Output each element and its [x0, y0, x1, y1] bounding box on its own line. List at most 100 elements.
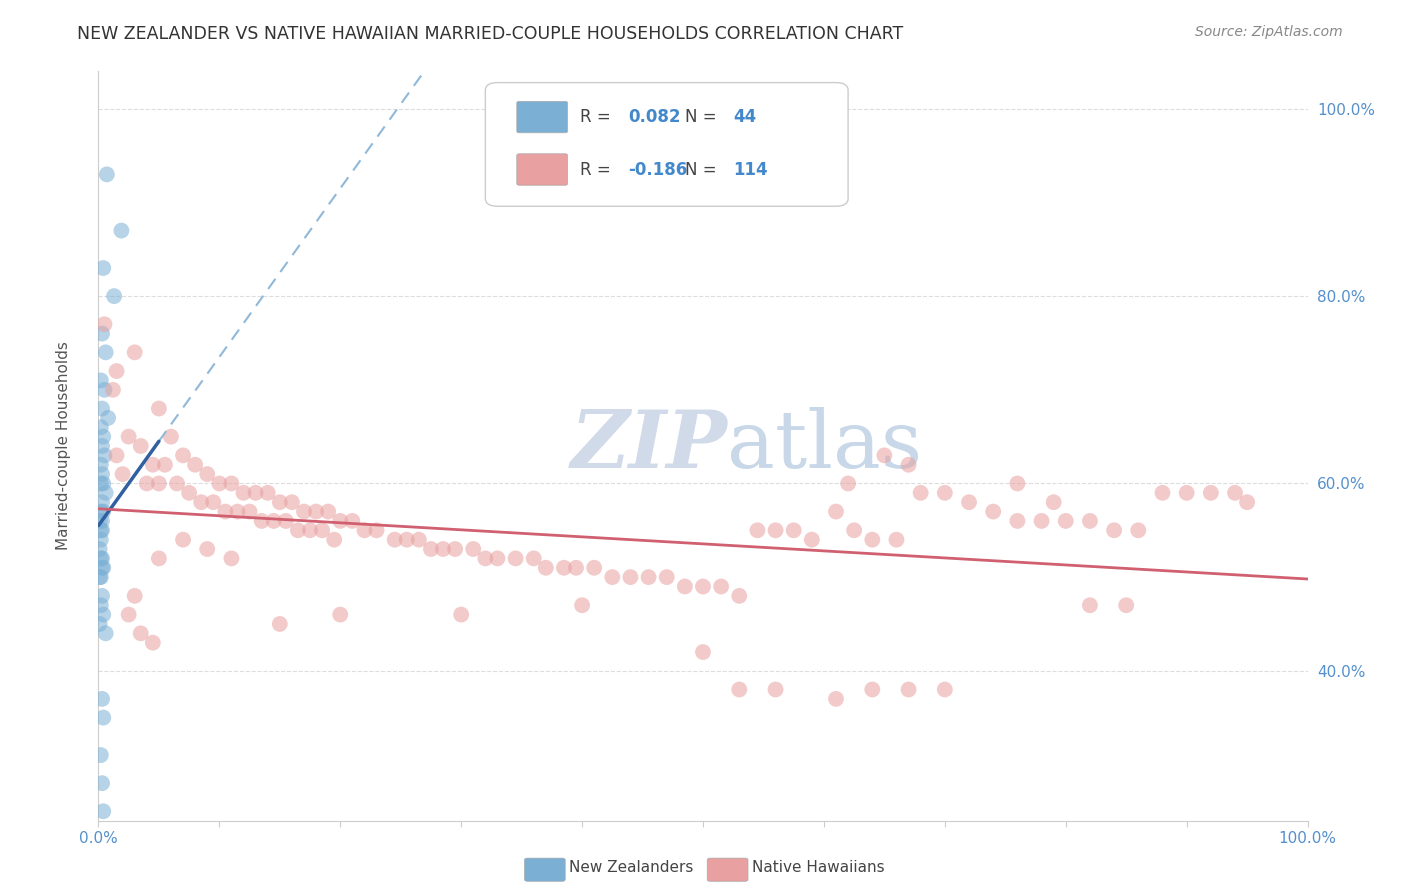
Point — [1054, 514, 1077, 528]
Point — [765, 682, 787, 697]
Point — [934, 486, 956, 500]
FancyBboxPatch shape — [517, 102, 568, 133]
FancyBboxPatch shape — [485, 83, 848, 206]
Point — [565, 561, 588, 575]
Point — [800, 533, 823, 547]
Point — [860, 533, 883, 547]
Point — [91, 523, 114, 537]
Point — [172, 533, 194, 547]
Point — [825, 505, 848, 519]
Point — [1102, 523, 1125, 537]
Point — [91, 326, 114, 341]
Point — [505, 551, 527, 566]
Point — [91, 607, 114, 622]
Point — [89, 570, 111, 584]
Point — [89, 542, 111, 557]
Point — [91, 401, 114, 416]
Text: atlas: atlas — [727, 407, 922, 485]
Point — [160, 430, 183, 444]
Point — [91, 561, 114, 575]
Text: Married-couple Households: Married-couple Households — [56, 342, 70, 550]
Point — [825, 692, 848, 706]
Point — [93, 318, 115, 332]
Point — [583, 561, 606, 575]
Point — [148, 476, 170, 491]
Point — [172, 449, 194, 463]
Point — [287, 523, 309, 537]
Point — [195, 542, 218, 557]
Point — [1128, 523, 1150, 537]
Point — [179, 486, 201, 500]
Text: New Zealanders: New Zealanders — [569, 861, 693, 875]
Point — [728, 682, 751, 697]
Point — [1007, 476, 1029, 491]
Point — [329, 514, 352, 528]
Text: 44: 44 — [734, 108, 756, 126]
Point — [97, 411, 120, 425]
Point — [90, 420, 112, 434]
Point — [860, 682, 883, 697]
Text: ZIP: ZIP — [571, 408, 727, 484]
Point — [1078, 514, 1101, 528]
Point — [323, 533, 346, 547]
Point — [655, 570, 678, 584]
Point — [90, 533, 112, 547]
Point — [91, 711, 114, 725]
Point — [91, 430, 114, 444]
Point — [292, 505, 315, 519]
Point — [311, 523, 333, 537]
Text: N =: N = — [685, 161, 717, 178]
Point — [692, 645, 714, 659]
Point — [105, 364, 128, 378]
Point — [1115, 599, 1137, 613]
Point — [1223, 486, 1246, 500]
Point — [89, 617, 111, 632]
Point — [94, 486, 117, 500]
Point — [1042, 495, 1064, 509]
Point — [263, 514, 285, 528]
Point — [342, 514, 364, 528]
Point — [395, 533, 418, 547]
Point — [299, 523, 322, 537]
Point — [450, 607, 472, 622]
Point — [93, 383, 115, 397]
Point — [408, 533, 430, 547]
Point — [269, 495, 291, 509]
Point — [90, 476, 112, 491]
FancyBboxPatch shape — [517, 153, 568, 186]
Point — [91, 476, 114, 491]
Point — [486, 551, 509, 566]
Point — [747, 523, 769, 537]
Point — [101, 383, 124, 397]
Point — [184, 458, 207, 472]
Point — [844, 523, 866, 537]
Point — [90, 599, 112, 613]
Point — [837, 476, 859, 491]
Point — [90, 374, 112, 388]
Point — [366, 523, 388, 537]
Point — [94, 345, 117, 359]
Point — [619, 570, 641, 584]
Point — [934, 682, 956, 697]
Point — [1007, 514, 1029, 528]
Point — [91, 514, 114, 528]
Point — [250, 514, 273, 528]
Text: NEW ZEALANDER VS NATIVE HAWAIIAN MARRIED-COUPLE HOUSEHOLDS CORRELATION CHART: NEW ZEALANDER VS NATIVE HAWAIIAN MARRIED… — [77, 25, 904, 43]
Text: N =: N = — [685, 108, 717, 126]
Point — [329, 607, 352, 622]
Point — [384, 533, 406, 547]
Point — [553, 561, 575, 575]
Point — [353, 523, 375, 537]
Point — [148, 551, 170, 566]
Point — [208, 476, 231, 491]
Point — [91, 467, 114, 482]
Point — [765, 523, 787, 537]
Point — [91, 805, 114, 819]
Point — [523, 551, 546, 566]
Text: 0.082: 0.082 — [628, 108, 681, 126]
Point — [444, 542, 467, 557]
Point — [166, 476, 188, 491]
Point — [1175, 486, 1198, 500]
Point — [316, 505, 339, 519]
Point — [602, 570, 624, 584]
